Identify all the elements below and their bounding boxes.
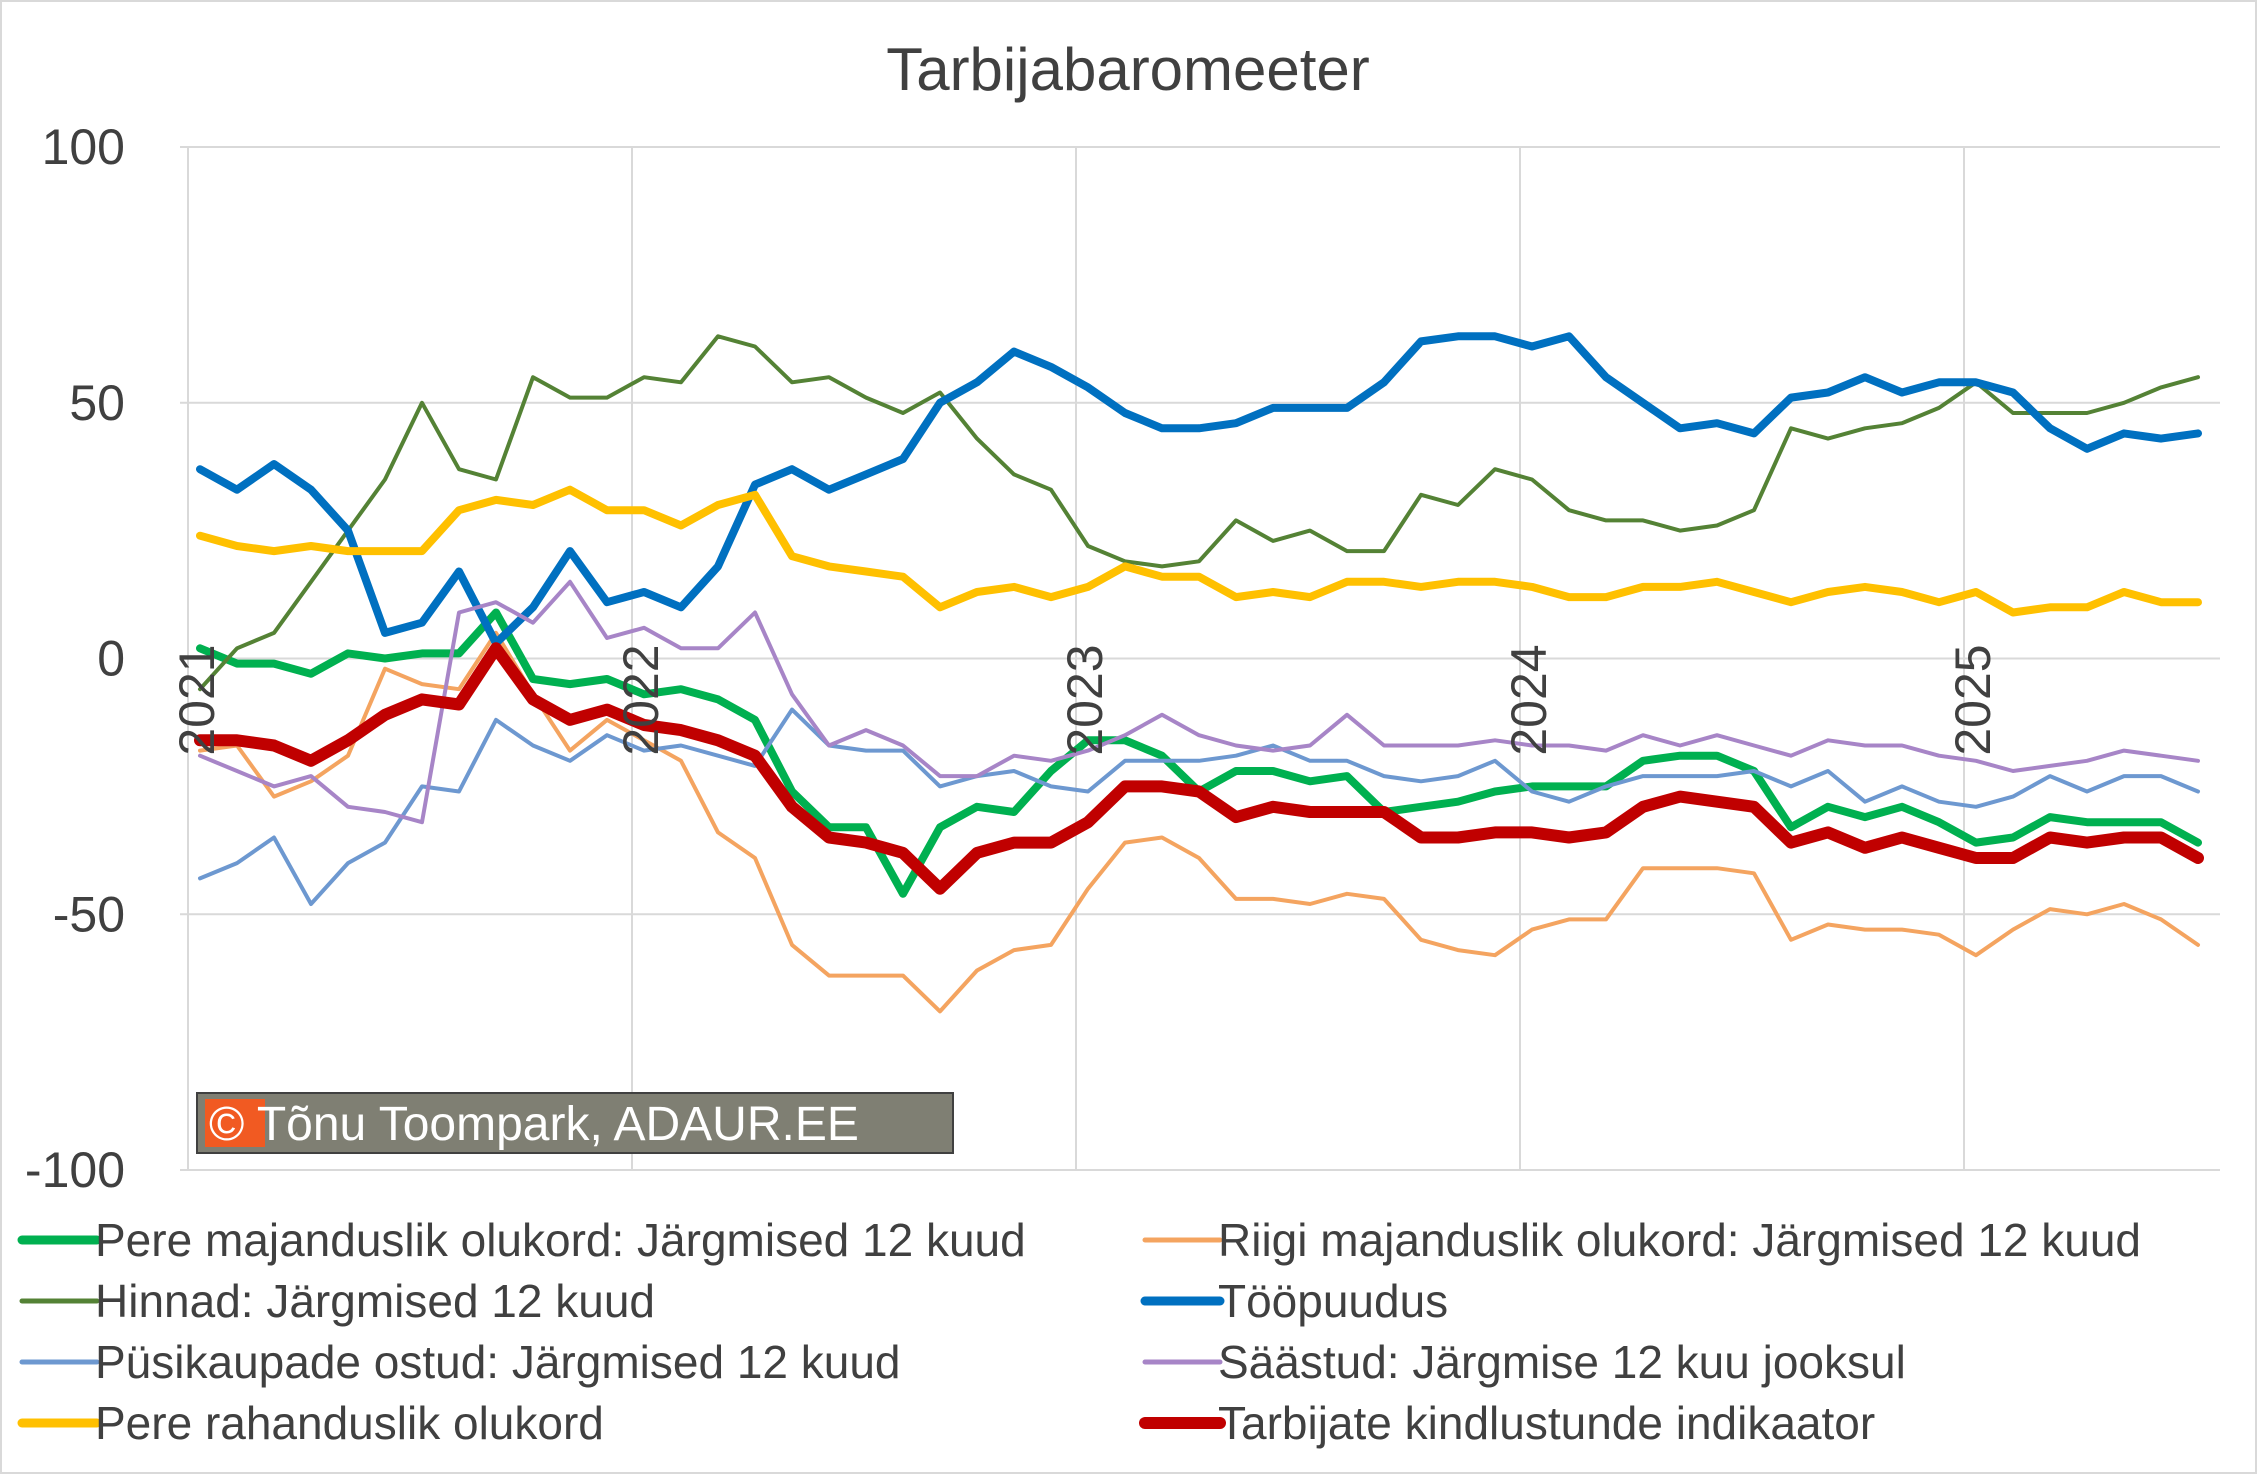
- y-tick-label: -50: [53, 886, 125, 942]
- legend-label: Säästud: Järgmise 12 kuu jooksul: [1218, 1336, 1906, 1388]
- copyright-badge: [205, 1099, 265, 1147]
- x-tick-label: 2025: [1945, 644, 2001, 755]
- legend-label: Riigi majanduslik olukord: Järgmised 12 …: [1218, 1214, 2141, 1266]
- legend: Pere majanduslik olukord: Järgmised 12 k…: [17, 1214, 2141, 1449]
- series-line-6: [198, 579, 2200, 825]
- y-axis: 100 50 0 -50 -100: [25, 119, 125, 1198]
- y-tick-label: 50: [69, 375, 125, 431]
- watermark-text: © Tõnu Toompark, ADAUR.EE: [209, 1098, 859, 1151]
- x-tick-label: 2023: [1057, 644, 1113, 755]
- x-tick-label: 2024: [1501, 644, 1557, 755]
- series-line-8: [194, 642, 2204, 895]
- series-lines: [194, 332, 2204, 1014]
- x-tick-label: 2022: [613, 644, 669, 755]
- chart-title: Tarbijabaromeeter: [886, 36, 1370, 103]
- series-line-4: [196, 332, 2202, 648]
- legend-label: Püsikaupade ostud: Järgmised 12 kuud: [95, 1336, 901, 1388]
- grid-lines: [180, 146, 2220, 1171]
- y-tick-label: 0: [97, 631, 125, 687]
- legend-label: Pere majanduslik olukord: Järgmised 12 k…: [95, 1214, 1026, 1266]
- x-axis: 2021 2022 2023 2024 2025: [169, 644, 2001, 755]
- legend-label: Hinnad: Järgmised 12 kuud: [95, 1275, 655, 1327]
- watermark: © Tõnu Toompark, ADAUR.EE: [196, 1092, 954, 1154]
- series-line-3: [198, 334, 2200, 692]
- y-tick-label: 100: [42, 119, 125, 175]
- series-line-5: [198, 707, 2200, 906]
- watermark-box: [196, 1092, 954, 1154]
- legend-label: Pere rahanduslik olukord: [95, 1397, 604, 1449]
- x-tick-label: 2021: [169, 644, 225, 755]
- legend-label: Tööpuudus: [1218, 1275, 1448, 1327]
- series-line-7: [196, 485, 2202, 617]
- y-tick-label: -100: [25, 1142, 125, 1198]
- legend-label: Tarbijate kindlustunde indikaator: [1218, 1397, 1875, 1449]
